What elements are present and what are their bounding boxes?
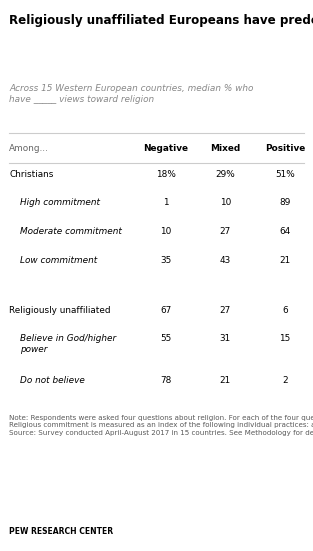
Text: Believe in God/higher
power: Believe in God/higher power (20, 334, 116, 354)
Text: Across 15 Western European countries, median % who
have _____ views toward relig: Across 15 Western European countries, me… (9, 84, 254, 104)
Text: 27: 27 (220, 227, 231, 236)
Text: 67: 67 (160, 306, 172, 315)
Text: 18%: 18% (156, 170, 176, 179)
Text: 21: 21 (279, 256, 290, 264)
Text: Positive: Positive (265, 144, 305, 153)
Text: Moderate commitment: Moderate commitment (20, 227, 122, 236)
Text: 35: 35 (160, 256, 172, 264)
Text: 10: 10 (220, 198, 231, 207)
Text: 29%: 29% (215, 170, 235, 179)
Text: Mixed: Mixed (210, 144, 240, 153)
Text: 43: 43 (220, 256, 231, 264)
Text: 31: 31 (220, 334, 231, 343)
Text: 21: 21 (220, 376, 231, 385)
Text: Negative: Negative (143, 144, 188, 153)
Text: 78: 78 (160, 376, 172, 385)
Text: Religiously unaffiliated Europeans have predominantly negative view of religion: Religiously unaffiliated Europeans have … (9, 14, 313, 27)
Text: 10: 10 (160, 227, 172, 236)
Text: Note: Respondents were asked four questions about religion. For each of the four: Note: Respondents were asked four questi… (9, 414, 313, 436)
Text: Christians: Christians (9, 170, 54, 179)
Text: 64: 64 (279, 227, 290, 236)
Text: 2: 2 (282, 376, 288, 385)
Text: Among...: Among... (9, 144, 49, 153)
Text: 15: 15 (279, 334, 290, 343)
Text: 1: 1 (163, 198, 169, 207)
Text: Do not believe: Do not believe (20, 376, 85, 385)
Text: High commitment: High commitment (20, 198, 100, 207)
Text: Low commitment: Low commitment (20, 256, 98, 264)
Text: PEW RESEARCH CENTER: PEW RESEARCH CENTER (9, 527, 114, 536)
Text: Religiously unaffiliated: Religiously unaffiliated (9, 306, 111, 315)
Text: 6: 6 (282, 306, 288, 315)
Text: 89: 89 (279, 198, 290, 207)
Text: 27: 27 (220, 306, 231, 315)
Text: 55: 55 (160, 334, 172, 343)
Text: 51%: 51% (275, 170, 295, 179)
